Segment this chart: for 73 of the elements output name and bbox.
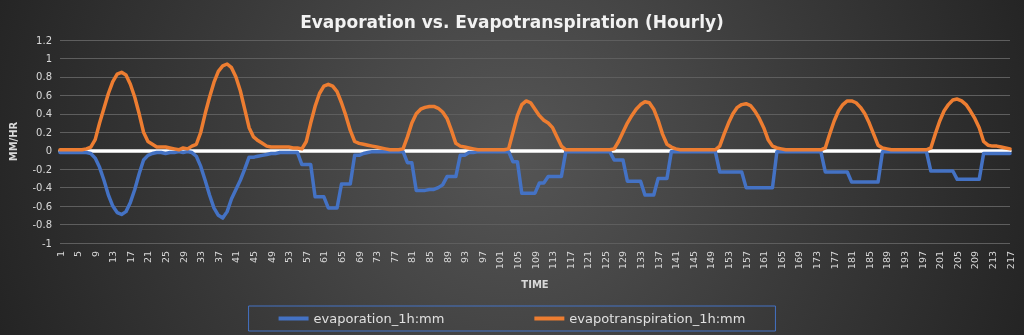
x-tick-label: 169 [793, 251, 805, 270]
y-tick-label: -0.4 [32, 182, 52, 194]
y-axis-title: MM/HR [7, 121, 19, 162]
y-tick-label: 1 [45, 52, 52, 64]
x-tick-label: 109 [529, 251, 541, 270]
x-tick-label: 165 [775, 251, 787, 270]
x-tick-label: 121 [582, 251, 594, 270]
x-tick-label: 65 [335, 251, 347, 264]
x-tick-label: 57 [300, 251, 312, 264]
x-tick-label: 33 [195, 251, 207, 264]
x-tick-label: 161 [758, 251, 770, 270]
x-tick-label: 53 [283, 251, 295, 264]
x-tick-label: 209 [969, 251, 981, 270]
x-tick-label: 41 [230, 251, 242, 264]
x-tick-label: 113 [547, 251, 559, 270]
x-tick-label: 37 [212, 251, 224, 264]
x-tick-label: 149 [705, 251, 717, 270]
x-tick-label: 201 [934, 251, 946, 270]
x-tick-label: 185 [863, 251, 875, 270]
y-tick-label: 0.2 [36, 126, 52, 138]
x-tick-label: 45 [248, 251, 260, 264]
x-tick-label: 17 [124, 251, 136, 264]
x-tick-label: 69 [353, 251, 365, 264]
x-tick-label: 133 [635, 251, 647, 270]
y-tick-label: 0.8 [36, 71, 52, 83]
x-tick-label: 21 [142, 251, 154, 264]
x-tick-label: 217 [1004, 251, 1016, 270]
x-tick-label: 193 [898, 251, 910, 270]
y-tick-label: 1.2 [36, 34, 52, 46]
x-tick-label: 125 [599, 251, 611, 270]
x-tick-label: 25 [160, 251, 172, 264]
x-tick-label: 1 [54, 251, 66, 258]
y-tick-label: -1 [42, 237, 52, 249]
x-tick-label: 5 [72, 251, 84, 258]
y-tick-label: 0.6 [36, 89, 52, 101]
y-tick-label: 0 [45, 145, 52, 157]
x-tick-label: 157 [740, 251, 752, 270]
x-tick-label: 9 [89, 251, 101, 258]
line-series [58, 62, 1012, 152]
x-tick-label: 89 [441, 251, 453, 264]
x-tick-label: 197 [916, 251, 928, 270]
x-tick-label: 77 [388, 251, 400, 264]
y-tick-label: -0.6 [32, 200, 52, 212]
x-tick-label: 137 [652, 251, 664, 270]
x-tick-label: 97 [476, 251, 488, 264]
chart-title: Evaporation vs. Evapotranspiration (Hourly) [300, 11, 724, 32]
x-tick-label: 181 [846, 251, 858, 270]
x-tick-label: 141 [670, 251, 682, 270]
x-tick-label: 73 [371, 251, 383, 264]
legend-label: evapotranspiration_1h:mm [569, 311, 746, 326]
x-tick-label: 85 [423, 251, 435, 264]
y-tick-label: -0.8 [32, 219, 52, 231]
x-tick-label: 101 [494, 251, 506, 270]
x-tick-label: 81 [406, 251, 418, 264]
x-tick-label: 153 [723, 251, 735, 270]
x-tick-label: 145 [687, 251, 699, 270]
x-tick-label: 205 [951, 251, 963, 270]
x-tick-label: 49 [265, 251, 277, 264]
x-tick-label: 13 [107, 251, 119, 264]
x-tick-label: 61 [318, 251, 330, 264]
x-tick-label: 29 [177, 251, 189, 264]
x-tick-label: 93 [459, 251, 471, 264]
x-tick-label: 177 [828, 251, 840, 270]
x-tick-label: 173 [810, 251, 822, 270]
x-tick-label: 213 [986, 251, 998, 270]
x-tick-label: 129 [617, 251, 629, 270]
x-tick-label: 189 [881, 251, 893, 270]
x-tick-label: 105 [511, 251, 523, 270]
x-tick-label: 117 [564, 251, 576, 270]
x-axis-title: TIME [521, 278, 549, 290]
legend-label: evaporation_1h:mm [313, 311, 445, 326]
y-tick-label: -0.2 [32, 163, 52, 175]
y-tick-label: 0.4 [36, 108, 52, 120]
